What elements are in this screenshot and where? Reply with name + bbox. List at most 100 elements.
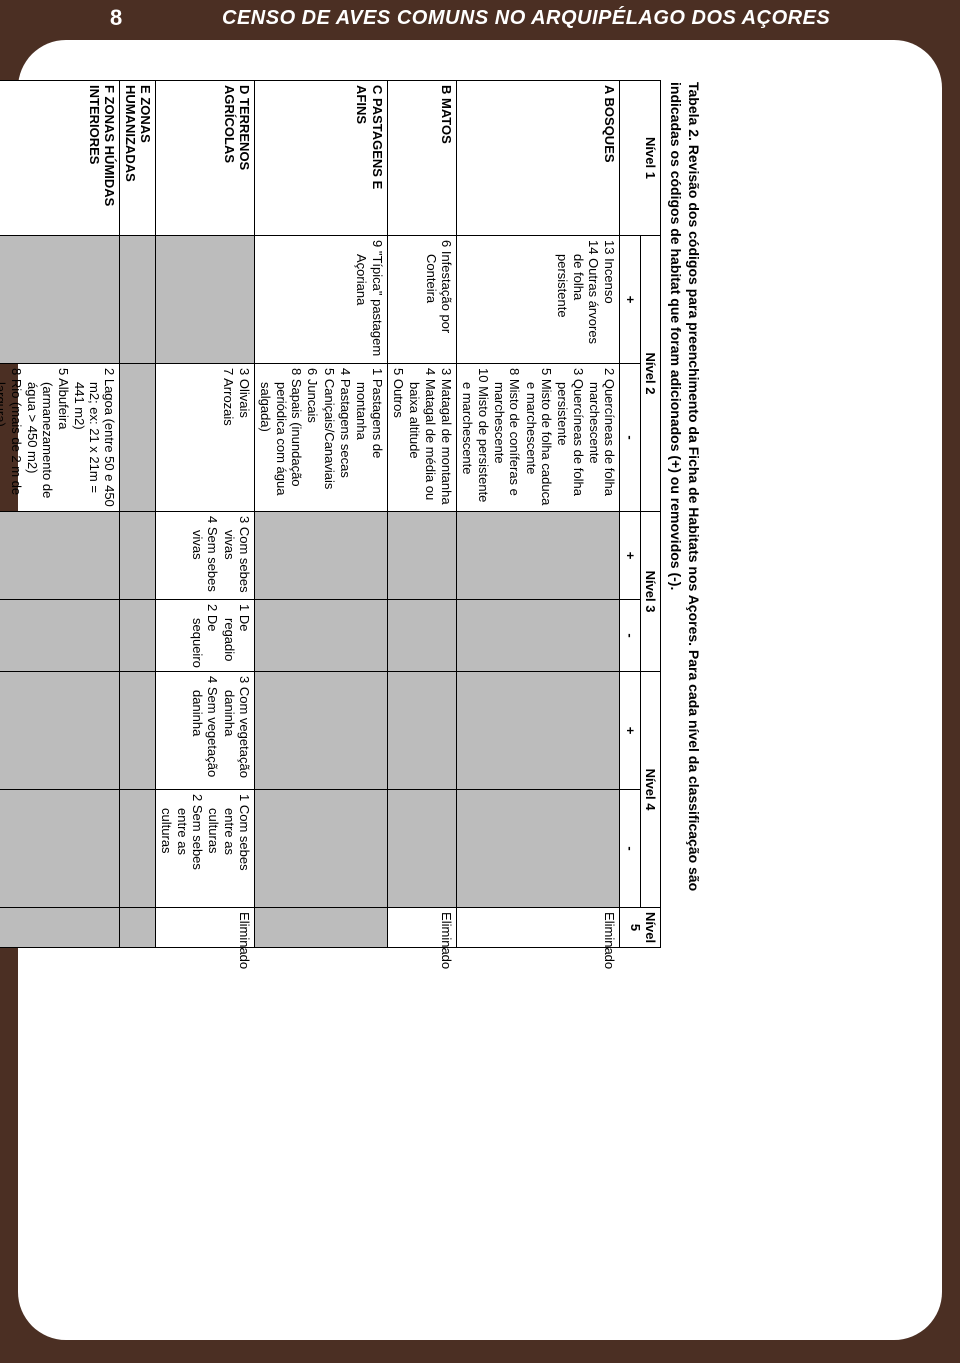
col-header-n3: Nível 3 (640, 512, 660, 672)
col-header-n3-plus: + (620, 512, 640, 600)
cell-c-n3-plus (255, 512, 388, 600)
table-row: E ZONAS HUMANIZADAS (120, 81, 156, 948)
cell-a-n4-plus (457, 672, 620, 790)
code-item: 10 Misto de persistente e marchescente (460, 368, 491, 507)
cell-b-n4-plus (387, 672, 456, 790)
table-header-row-1: Nível 1 Nível 2 Nível 3 Nível 4 Nível 5 (640, 81, 660, 948)
cell-b-n4-minus (387, 790, 456, 908)
col-header-n2-plus: + (620, 236, 640, 364)
code-item: 2 Sem sebes entre as culturas (159, 794, 205, 903)
code-item: 6 Juncais (305, 368, 320, 507)
document-title: CENSO DE AVES COMUNS NO ARQUIPÉLAGO DOS … (122, 7, 930, 30)
col-header-n3-minus: - (620, 600, 640, 672)
cell-f-n4-plus (0, 672, 120, 790)
code-item: 1 Com sebes entre as culturas (206, 794, 252, 903)
code-item: 3 Quercíneas de folha persistente (555, 368, 586, 507)
code-item: 1 Pastagens de montanha (354, 368, 385, 507)
code-item: 3 Com sebes vivas (221, 516, 252, 595)
code-item: 8 Misto de coníferas e marchescente (492, 368, 523, 507)
cell-b-n3-minus (387, 600, 456, 672)
cell-d-n3-plus: 3 Com sebes vivas4 Sem sebes vivas (156, 512, 255, 600)
content-sheet: Tabela 2. Revisão dos códigos para preen… (18, 40, 942, 1340)
cell-a-n5: Eliminado (457, 908, 620, 948)
cell-e-n3-minus (120, 600, 156, 672)
code-item: 4 Matagal de média ou baixa altitude (407, 368, 438, 507)
cell-c-n4-plus (255, 672, 388, 790)
code-item: 3 Matagal de montanha (439, 368, 454, 507)
code-item: 3 Com vegetação daninha (221, 676, 252, 785)
cell-f-n3-plus (0, 512, 120, 600)
col-header-n2-minus: - (620, 364, 640, 512)
cell-b-n2-plus: 6 Infestação por Conteira (387, 236, 456, 364)
code-item: 2 Quercíneas de folha marchescente (587, 368, 618, 507)
code-item: 5 Outros (391, 368, 406, 507)
code-item: 3 Olivais (237, 368, 252, 507)
cell-a-n3-minus (457, 600, 620, 672)
table-row: A BOSQUES 13 Incenso14 Outras árvores de… (457, 81, 620, 948)
cell-a-n2-plus: 13 Incenso14 Outras árvores de folha per… (457, 236, 620, 364)
code-item: 4 Pastagens secas (338, 368, 353, 507)
cell-d-n4-minus: 1 Com sebes entre as culturas2 Sem sebes… (156, 790, 255, 908)
cell-e-n3-plus (120, 512, 156, 600)
table-caption: Tabela 2. Revisão dos códigos para preen… (667, 82, 702, 952)
cell-d-n4-plus: 3 Com vegetação daninha4 Sem vegetação d… (156, 672, 255, 790)
row-label-b: B MATOS (387, 81, 456, 236)
col-header-n5: Nível 5 (620, 908, 661, 948)
cell-d-n5: Eliminado (156, 908, 255, 948)
habitat-table: Nível 1 Nível 2 Nível 3 Nível 4 Nível 5 … (0, 80, 661, 948)
cell-c-n3-minus (255, 600, 388, 672)
rotated-content: Tabela 2. Revisão dos códigos para preen… (0, 80, 702, 1328)
code-item: 6 Infestação por Conteira (423, 240, 454, 359)
cell-d-n2-plus (156, 236, 255, 364)
cell-c-n2-minus: 1 Pastagens de montanha4 Pastagens secas… (255, 364, 388, 512)
code-item: 4 Sem sebes vivas (190, 516, 221, 595)
row-label-e: E ZONAS HUMANIZADAS (120, 81, 156, 236)
code-item: 14 Outras árvores de folha persistente (555, 240, 601, 359)
code-item: 4 Sem vegetação daninha (190, 676, 221, 785)
code-item: 2 Lagoa (entre 50 e 450 m2; ex: 21 x 21m… (72, 368, 118, 507)
cell-b-n2-minus: 3 Matagal de montanha4 Matagal de média … (387, 364, 456, 512)
code-item: 5 Albufeira (armanezamento de água > 450… (25, 368, 71, 507)
table-row: F ZONAS HÚMIDAS INTERIORES 2 Lagoa (entr… (0, 81, 120, 948)
cell-c-n4-minus (255, 790, 388, 908)
row-label-d: D TERRENOS AGRÍCOLAS (156, 81, 255, 236)
cell-c-n2-plus: 9 "Típica" pastagem Açoriana (255, 236, 388, 364)
page-number: 8 (110, 5, 122, 31)
cell-b-n5: Eliminado (387, 908, 456, 948)
cell-e-n4-minus (120, 790, 156, 908)
cell-f-n2-minus: 2 Lagoa (entre 50 e 450 m2; ex: 21 x 21m… (0, 364, 120, 512)
code-item: 8 Rio (mais de 2 m de largura) (0, 368, 24, 507)
col-header-n4-plus: + (620, 672, 640, 790)
cell-a-n2-minus: 2 Quercíneas de folha marchescente3 Quer… (457, 364, 620, 512)
code-item: 5 Misto de folha caduca e marchescente (523, 368, 554, 507)
cell-e-n5 (120, 908, 156, 948)
code-item: 7 Arrozais (220, 368, 235, 507)
code-item: 9 "Típica" pastagem Açoriana (354, 240, 385, 359)
cell-a-n3-plus (457, 512, 620, 600)
row-label-f: F ZONAS HÚMIDAS INTERIORES (0, 81, 120, 236)
code-item: 5 Caniçais/Canaviais (321, 368, 336, 507)
row-label-a: A BOSQUES (457, 81, 620, 236)
code-item: 2 De sequeiro (190, 604, 221, 667)
code-item: 1 De regadio (221, 604, 252, 667)
cell-a-n4-minus (457, 790, 620, 908)
cell-d-n2-minus: 3 Olivais7 Arrozais (156, 364, 255, 512)
cell-e-n2-plus (120, 236, 156, 364)
col-header-n4-minus: - (620, 790, 640, 908)
table-row: D TERRENOS AGRÍCOLAS 3 Olivais7 Arrozais… (156, 81, 255, 948)
row-label-c: C PASTAGENS E AFINS (255, 81, 388, 236)
cell-f-n5 (0, 908, 120, 948)
cell-f-n2-plus (0, 236, 120, 364)
cell-d-n3-minus: 1 De regadio2 De sequeiro (156, 600, 255, 672)
page: 8 CENSO DE AVES COMUNS NO ARQUIPÉLAGO DO… (0, 0, 960, 1363)
code-item: 8 Sapais (inundação periódica com água s… (258, 368, 304, 507)
col-header-n1: Nível 1 (620, 81, 661, 236)
cell-c-n5 (255, 908, 388, 948)
cell-f-n4-minus (0, 790, 120, 908)
table-row: B MATOS 6 Infestação por Conteira 3 Mata… (387, 81, 456, 948)
code-item: 13 Incenso (602, 240, 617, 359)
col-header-n4: Nível 4 (640, 672, 660, 908)
table-row: C PASTAGENS E AFINS 9 "Típica" pastagem … (255, 81, 388, 948)
cell-f-n3-minus (0, 600, 120, 672)
cell-e-n2-minus (120, 364, 156, 512)
